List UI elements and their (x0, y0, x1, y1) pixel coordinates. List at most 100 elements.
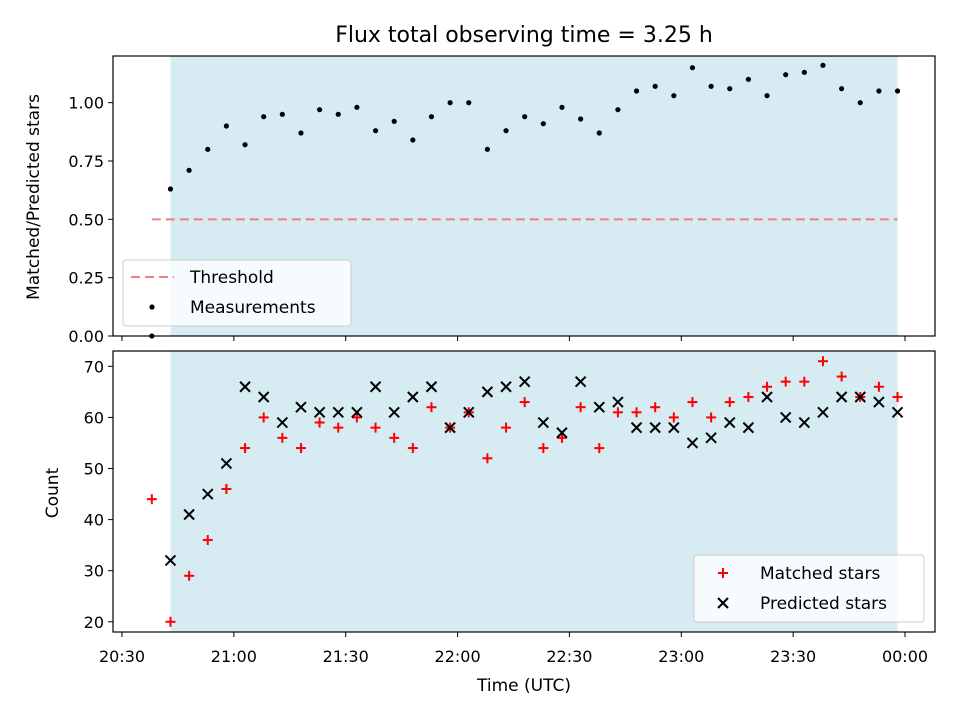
predicted-star-point (239, 381, 251, 393)
predicted-star-point (425, 381, 438, 393)
legend-threshold-label: Threshold (189, 268, 274, 288)
x-tick-label: 23:00 (658, 647, 704, 666)
matched-star-point (538, 443, 549, 454)
predicted-star-mark (556, 427, 568, 439)
bottom-y-tick-label: 40 (84, 511, 104, 530)
predicted-star-mark (518, 375, 531, 388)
predicted-star-point (686, 437, 699, 449)
matched-star-point (836, 371, 847, 382)
measurement-point (764, 93, 770, 99)
x-tick-label: 22:30 (546, 647, 592, 666)
predicted-star-mark (742, 421, 755, 434)
predicted-star-point (351, 406, 363, 419)
predicted-star-mark (239, 381, 251, 393)
top-y-tick-label: 1.00 (68, 94, 104, 113)
predicted-star-mark (798, 416, 811, 429)
measurement-point (447, 100, 453, 106)
predicted-star-point (835, 391, 848, 403)
predicted-star-point (276, 416, 289, 429)
matched-star-point (314, 417, 325, 428)
measurement-point (820, 62, 826, 68)
predicted-star-point (537, 416, 550, 429)
matched-star-point (146, 494, 157, 505)
predicted-star-mark (779, 411, 792, 424)
measurement-point (317, 107, 323, 113)
predicted-star-point (817, 406, 829, 419)
measurement-point (671, 93, 677, 99)
predicted-star-mark (593, 401, 605, 413)
predicted-star-mark (183, 508, 195, 521)
predicted-star-point (649, 421, 661, 434)
predicted-star-mark (425, 381, 438, 393)
matched-star-point (873, 381, 884, 392)
predicted-star-mark (649, 421, 661, 434)
predicted-star-point (388, 406, 400, 419)
bottom-y-tick-label: 60 (84, 408, 104, 427)
matched-star-point (258, 412, 269, 423)
x-tick-label: 20:30 (99, 647, 145, 666)
matched-star-point (892, 391, 903, 402)
measurement-point (876, 88, 882, 94)
matched-star-point (799, 376, 810, 387)
measurement-point (205, 146, 211, 152)
predicted-star-mark (724, 416, 736, 429)
predicted-star-point (612, 396, 624, 408)
predicted-star-mark (481, 386, 494, 398)
predicted-star-mark (891, 406, 904, 419)
matched-star-point (389, 432, 400, 443)
predicted-star-point (313, 406, 326, 419)
measurement-point (223, 123, 229, 129)
predicted-star-point (407, 391, 419, 403)
measurement-point (372, 128, 379, 134)
bottom-y-tick-label: 20 (84, 613, 104, 632)
predicted-star-point (593, 401, 605, 413)
predicted-star-point (463, 406, 475, 419)
predicted-star-mark (574, 375, 587, 388)
predicted-star-mark (854, 391, 866, 403)
predicted-star-mark (276, 416, 289, 429)
legend-predicted-mark (717, 597, 729, 609)
matched-star-point (743, 391, 754, 402)
predicted-star-mark (630, 421, 643, 434)
measurement-point (410, 137, 416, 143)
bottom-legend-box (693, 554, 925, 623)
matched-star-point (650, 402, 661, 413)
legend-predicted-label: Predicted stars (760, 594, 887, 614)
predicted-star-point (798, 416, 811, 429)
predicted-star-mark (612, 396, 624, 408)
predicted-star-point (500, 381, 512, 393)
predicted-star-point (164, 554, 177, 567)
bottom-y-tick-label: 50 (84, 460, 104, 479)
matched-star-point (184, 570, 195, 581)
x-axis-label: Time (UTC) (476, 676, 571, 696)
measurement-point (242, 142, 248, 148)
x-tick-label: 21:00 (211, 647, 257, 666)
matched-star-point (706, 412, 717, 423)
predicted-star-mark (686, 437, 699, 449)
matched-star-point (333, 422, 344, 433)
legend-measurement-swatch (149, 304, 155, 310)
measurement-point (261, 114, 267, 120)
matched-star-point (519, 397, 530, 408)
measurement-point (335, 111, 341, 117)
matched-star-point (240, 443, 251, 454)
predicted-star-point (556, 427, 568, 439)
measurement-point (633, 88, 640, 94)
predicted-star-mark (388, 406, 400, 419)
top-y-tick-label: 0.50 (68, 210, 104, 229)
matched-star-point (501, 422, 512, 433)
predicted-star-point (724, 416, 736, 429)
measurement-point (559, 104, 565, 110)
predicted-star-point (630, 421, 643, 434)
predicted-star-point (202, 488, 214, 500)
predicted-star-mark (295, 401, 307, 413)
matched-star-point (631, 407, 642, 418)
predicted-star-point (574, 375, 587, 388)
predicted-star-point (742, 421, 755, 434)
predicted-star-point (705, 432, 717, 444)
measurement-point (745, 76, 752, 82)
measurement-point (167, 186, 174, 192)
measurement-point (839, 86, 845, 92)
measurement-point (484, 146, 490, 152)
